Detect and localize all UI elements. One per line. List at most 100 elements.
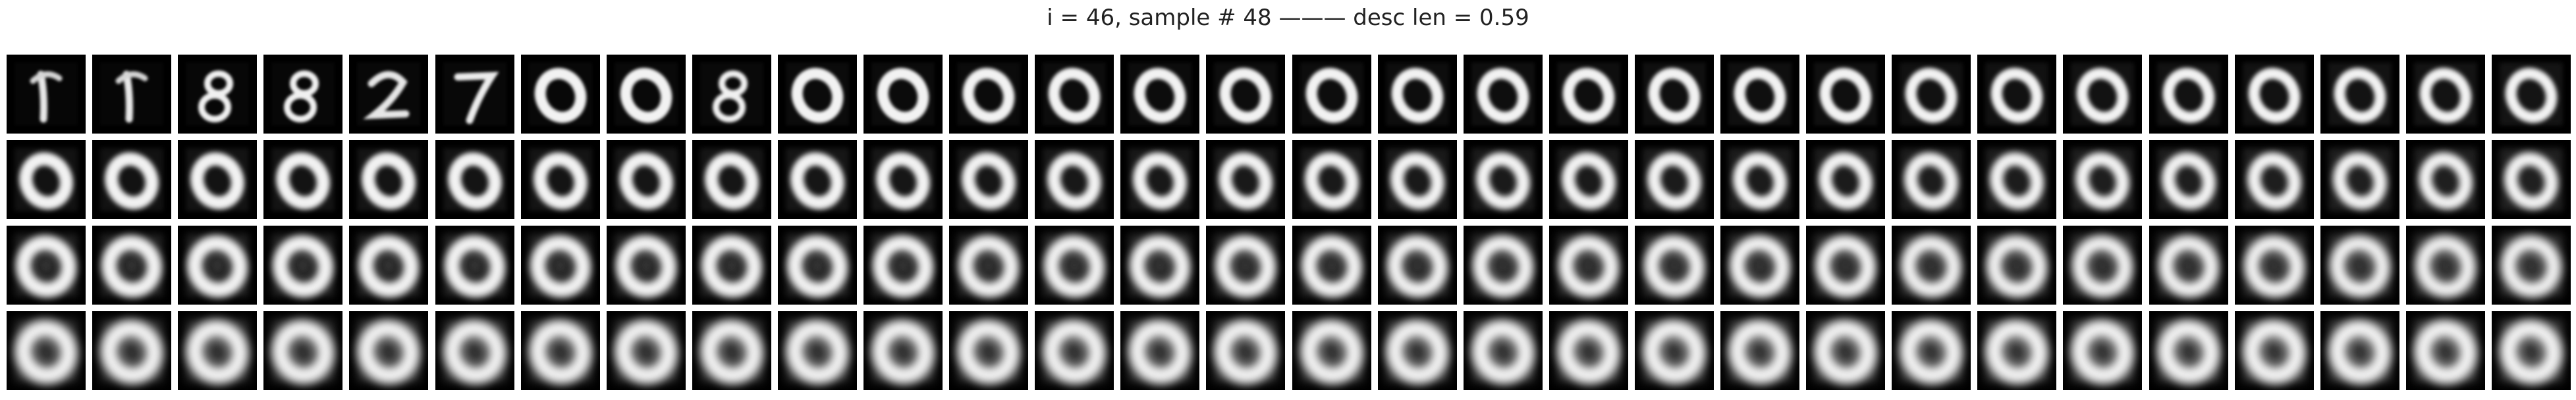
digit-glyph	[2235, 140, 2314, 219]
sample-image-r2-c21	[1720, 140, 1799, 219]
sample-image-r4-c16	[1292, 311, 1371, 390]
digit-glyph	[692, 55, 771, 134]
digit-glyph	[863, 311, 943, 390]
sample-image-r3-c12	[949, 226, 1028, 305]
digit-glyph	[2063, 226, 2142, 305]
digit-glyph	[1378, 311, 1457, 390]
sample-image-r2-c15	[1206, 140, 1285, 219]
sample-image-r3-c5	[349, 226, 428, 305]
sample-image-r3-c23	[1892, 226, 1971, 305]
sample-image-r1-c2	[92, 55, 171, 134]
sample-image-r3-c2	[92, 226, 171, 305]
digit-glyph	[607, 226, 686, 305]
digit-glyph	[1206, 311, 1285, 390]
digit-glyph	[1806, 226, 1885, 305]
sample-image-r2-c25	[2063, 140, 2142, 219]
digit-glyph	[92, 140, 171, 219]
digit-glyph	[521, 311, 600, 390]
sample-image-r4-c13	[1035, 311, 1114, 390]
sample-image-r4-c11	[863, 311, 943, 390]
digit-glyph	[1977, 140, 2056, 219]
sample-image-r2-c27	[2235, 140, 2314, 219]
sample-image-r1-c5	[349, 55, 428, 134]
sample-image-r3-c25	[2063, 226, 2142, 305]
sample-image-r1-c28	[2320, 55, 2399, 134]
digit-glyph	[2149, 226, 2228, 305]
sample-image-r3-c22	[1806, 226, 1885, 305]
sample-image-r1-c13	[1035, 55, 1114, 134]
sample-image-r4-c22	[1806, 311, 1885, 390]
digit-glyph	[521, 55, 600, 134]
sample-image-r1-c20	[1635, 55, 1714, 134]
digit-glyph	[2149, 140, 2228, 219]
sample-image-r3-c7	[521, 226, 600, 305]
digit-glyph	[263, 55, 343, 134]
digit-glyph	[263, 311, 343, 390]
digit-glyph	[2406, 140, 2485, 219]
sample-image-r2-c11	[863, 140, 943, 219]
sample-image-r2-c4	[263, 140, 343, 219]
sample-image-r3-c24	[1977, 226, 2056, 305]
digit-glyph	[2492, 55, 2571, 134]
digit-glyph	[692, 311, 771, 390]
sample-image-r1-c30	[2492, 55, 2571, 134]
digit-glyph	[1977, 226, 2056, 305]
digit-glyph	[2149, 311, 2228, 390]
sample-image-r1-c27	[2235, 55, 2314, 134]
sample-image-r3-c3	[178, 226, 257, 305]
sample-image-r1-c22	[1806, 55, 1885, 134]
sample-image-r3-c11	[863, 226, 943, 305]
digit-glyph	[7, 140, 86, 219]
sample-image-r2-c2	[92, 140, 171, 219]
sample-image-r2-c12	[949, 140, 1028, 219]
sample-image-r4-c9	[692, 311, 771, 390]
digit-glyph	[92, 311, 171, 390]
sample-image-r3-c19	[1549, 226, 1628, 305]
sample-image-r2-c7	[521, 140, 600, 219]
digit-glyph	[1635, 140, 1714, 219]
sample-image-r4-c1	[7, 311, 86, 390]
digit-glyph	[1635, 226, 1714, 305]
figure-title: i = 46, sample # 48 ——— desc len = 0.59	[1047, 5, 1529, 31]
digit-glyph	[863, 140, 943, 219]
sample-image-r1-c9	[692, 55, 771, 134]
digit-glyph	[1206, 226, 1285, 305]
digit-glyph	[2320, 55, 2399, 134]
digit-glyph	[2235, 311, 2314, 390]
sample-image-r3-c16	[1292, 226, 1371, 305]
sample-image-r2-c17	[1378, 140, 1457, 219]
sample-image-r4-c24	[1977, 311, 2056, 390]
digit-glyph	[949, 140, 1028, 219]
sample-image-r1-c19	[1549, 55, 1628, 134]
digit-glyph	[349, 226, 428, 305]
sample-image-r2-c9	[692, 140, 771, 219]
digit-glyph	[2492, 140, 2571, 219]
sample-image-r2-c30	[2492, 140, 2571, 219]
digit-glyph	[607, 55, 686, 134]
sample-image-r3-c15	[1206, 226, 1285, 305]
digit-glyph	[1120, 311, 1199, 390]
sample-image-r4-c27	[2235, 311, 2314, 390]
sample-image-r4-c10	[778, 311, 857, 390]
sample-image-r1-c7	[521, 55, 600, 134]
sample-image-r1-c3	[178, 55, 257, 134]
digit-glyph	[1292, 226, 1371, 305]
digit-glyph	[1464, 55, 1543, 134]
digit-glyph	[1720, 140, 1799, 219]
sample-image-r4-c29	[2406, 311, 2485, 390]
digit-glyph	[1977, 55, 2056, 134]
sample-image-r4-c19	[1549, 311, 1628, 390]
digit-glyph	[863, 226, 943, 305]
sample-image-r1-c26	[2149, 55, 2228, 134]
digit-glyph	[2235, 55, 2314, 134]
digit-glyph	[949, 311, 1028, 390]
sample-image-r3-c13	[1035, 226, 1114, 305]
digit-glyph	[349, 311, 428, 390]
sample-image-r3-c14	[1120, 226, 1199, 305]
digit-glyph	[778, 140, 857, 219]
sample-image-r4-c3	[178, 311, 257, 390]
sample-image-r4-c21	[1720, 311, 1799, 390]
sample-image-r1-c4	[263, 55, 343, 134]
digit-glyph	[349, 55, 428, 134]
